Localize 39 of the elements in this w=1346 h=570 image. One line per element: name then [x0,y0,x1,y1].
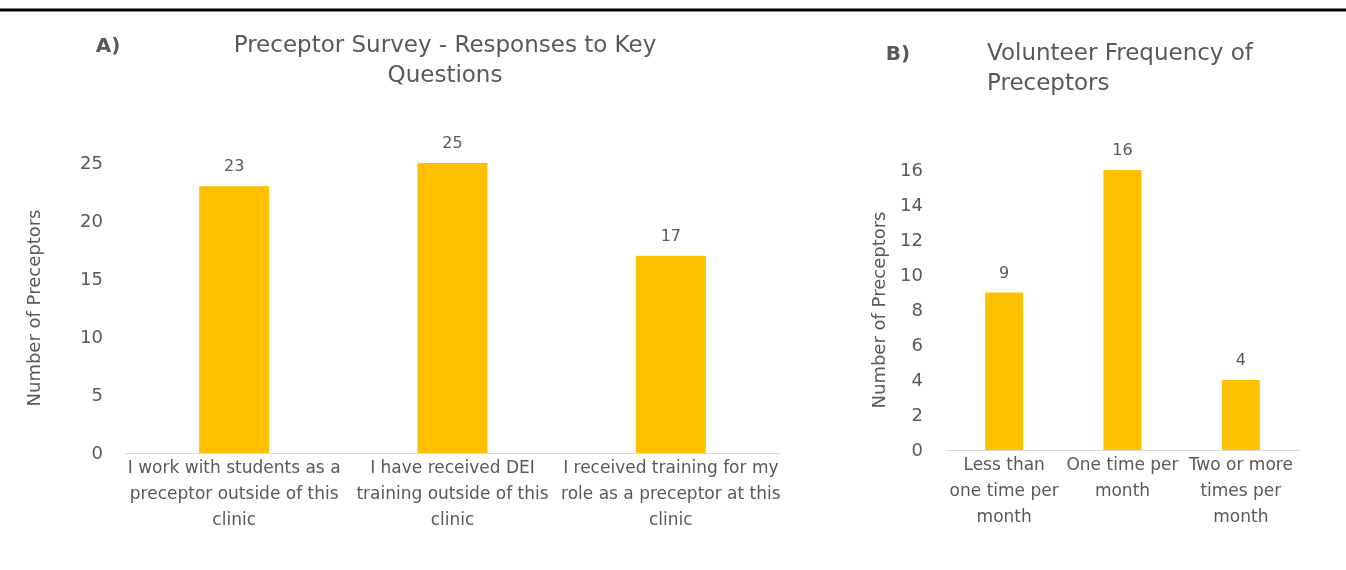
y-tick-label: 4 [911,369,923,391]
y-tick-label: 25 [80,152,103,174]
chart-title: Volunteer Frequency of Preceptors [987,39,1254,95]
data-label: 16 [1112,140,1133,159]
bar [417,163,488,453]
y-axis-title: Number of Preceptors [23,209,44,407]
y-axis-title: Number of Preceptors [868,211,889,409]
y-tick-label: 0 [91,442,103,464]
y-tick-label: 16 [900,159,923,181]
y-tick-label: 0 [911,439,923,461]
x-tick-label: I received training for my role as a preceptor at this clinic [561,457,781,529]
y-tick-label: 5 [91,384,103,406]
data-label: 4 [1235,350,1246,369]
x-tick-label: Less than one time per month [949,454,1059,526]
data-label: 17 [660,225,682,245]
text: B) [885,41,911,65]
bar [1221,380,1260,450]
y-tick-label: 10 [900,264,923,286]
bar [1103,170,1142,450]
data-label: 23 [223,156,245,176]
x-tick-label: I have received DEI training outside of this clinic [356,457,549,529]
chart-title: Preceptor Survey - Responses to Key Questions [233,31,657,87]
y-tick-label: 6 [911,334,923,356]
bar [635,255,706,453]
data-label: 9 [999,262,1010,282]
text: A) [95,33,121,57]
y-tick-label: 8 [911,299,923,321]
y-tick-label: 14 [900,194,923,216]
y-tick-label: 20 [80,210,103,232]
y-tick-label: 12 [900,229,923,251]
x-tick-label: Two or more times per month [1187,454,1293,526]
x-tick-label: I work with students as a preceptor outside of this clinic [127,457,341,529]
y-tick-label: 10 [80,326,103,348]
x-tick-label: One time per month [1066,454,1179,500]
y-tick-label: 15 [80,268,103,290]
bar [199,186,270,453]
data-label: 25 [442,133,463,152]
y-tick-label: 2 [911,404,923,426]
bar [985,292,1024,450]
